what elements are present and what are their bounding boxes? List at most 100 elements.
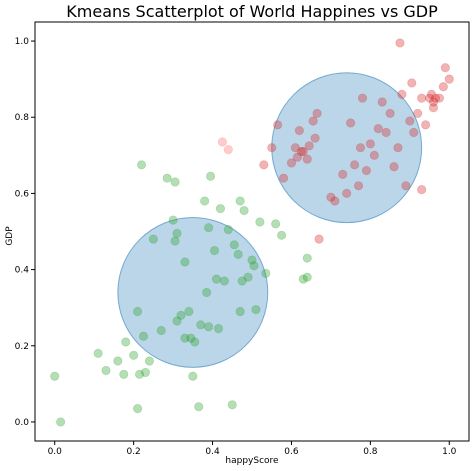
y-tick-label: 1.0 [15,37,30,47]
data-point [357,93,368,103]
data-point [292,152,302,162]
data-point [397,89,407,99]
data-point [219,276,229,286]
data-point [168,215,178,225]
data-point [428,103,439,113]
data-point [434,93,445,103]
data-point [247,255,257,265]
data-point [330,196,340,206]
x-tick-label: 1.0 [442,447,457,457]
axes: 0.0 0.2 0.4 0.6 0.8 1.0 0.0 0.2 0.4 0.6 0.8 1.0 [15,21,470,457]
y-tick-label: 0.0 [15,418,30,428]
data-point [389,162,399,172]
data-point [227,400,237,410]
plot-frame [34,21,470,442]
data-point [413,108,423,119]
x-axis-label: happyScore [225,456,279,466]
y-tick-label: 0.8 [15,113,30,123]
data-point [180,257,190,267]
data-point [202,287,212,298]
x-tick-label: 0.0 [48,447,63,457]
data-point [355,143,366,153]
data-point [156,325,166,336]
cluster-circle-2 [271,72,423,224]
data-point [298,146,308,157]
data-point [138,331,149,341]
y-tick-label: 0.2 [15,342,29,352]
data-point [401,181,411,191]
data-point [93,348,103,358]
data-point [237,276,247,286]
data-point [233,249,243,259]
data-point [444,74,454,84]
data-point [211,274,222,284]
data-point [326,192,336,202]
data-points [50,38,454,427]
data-point [113,356,123,366]
data-point [223,224,233,235]
data-point [304,141,314,151]
data-point [273,120,283,130]
data-point [395,38,405,48]
data-point [278,173,289,183]
data-point [132,404,143,414]
data-point [251,304,261,315]
data-point [314,234,324,244]
data-point [373,124,383,134]
data-point [176,310,186,320]
data-point [294,125,304,136]
data-point [170,177,180,187]
data-point [417,93,427,103]
data-point [186,333,196,343]
data-point [377,97,387,107]
data-point [417,185,427,195]
data-point [217,137,228,147]
data-point [134,369,145,379]
y-tick-label: 0.4 [15,266,30,276]
data-point [393,143,403,153]
data-point [148,234,158,244]
data-point [424,93,435,103]
data-point [361,165,372,176]
data-point [56,417,66,427]
data-point [381,127,391,138]
data-point [420,120,431,130]
data-point [298,274,308,284]
data-point [140,367,151,378]
data-point [310,133,320,143]
data-point [430,93,441,103]
data-point [172,316,182,326]
data-point [271,219,281,229]
data-point [235,196,245,206]
data-point [129,350,139,360]
data-point [229,240,239,250]
data-point [409,127,419,138]
data-point [196,320,206,330]
data-point [342,188,352,199]
data-point [255,217,265,227]
data-point [172,228,182,239]
data-point [346,118,356,128]
data-point [365,139,375,149]
data-point [243,272,253,282]
data-point [369,150,379,160]
data-point [290,143,300,153]
data-point [50,371,60,381]
chart-title: Kmeans Scatterplot of World Happines vs … [66,2,438,21]
data-point [209,245,220,256]
data-point [184,306,194,317]
data-point [200,196,210,206]
data-point [353,181,364,191]
data-point [426,89,437,99]
data-point [249,261,259,271]
data-point [349,160,360,170]
data-point [259,160,269,170]
data-point [119,369,129,379]
data-point [204,223,214,233]
data-point [188,371,198,381]
y-tick-label: 0.6 [15,189,30,199]
data-point [302,253,312,263]
data-point [205,171,216,181]
